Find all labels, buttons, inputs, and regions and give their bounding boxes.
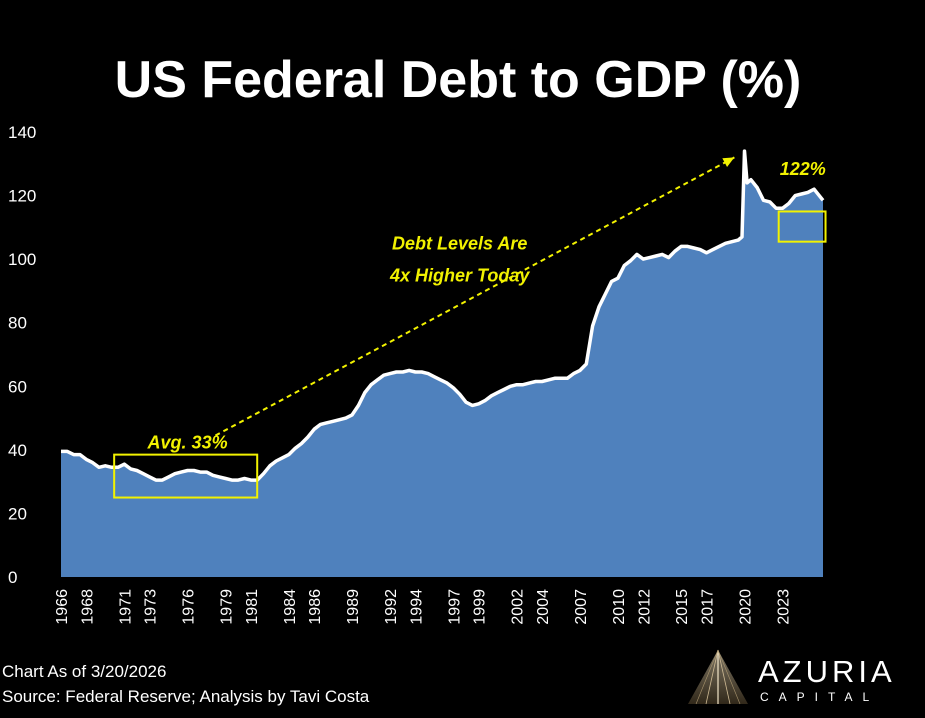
current-highlight-box bbox=[777, 210, 827, 243]
x-tick-label: 1971 bbox=[117, 589, 134, 625]
x-tick-label: 1966 bbox=[54, 589, 71, 625]
x-tick-label: 2015 bbox=[674, 589, 691, 625]
x-tick-label: 1994 bbox=[408, 589, 425, 625]
x-tick-label: 1981 bbox=[244, 589, 261, 625]
y-tick-label: 80 bbox=[8, 314, 27, 333]
y-tick-label: 100 bbox=[8, 250, 36, 269]
debt-line bbox=[61, 149, 825, 482]
logo-name: AZURIA bbox=[758, 654, 896, 689]
debt-area-fill bbox=[61, 151, 823, 577]
x-tick-label: 1976 bbox=[181, 589, 198, 625]
avg-highlight-box bbox=[113, 453, 259, 499]
x-tick-label: 2007 bbox=[573, 589, 590, 625]
avg-label: Avg. 33% bbox=[147, 432, 228, 452]
logo-subtitle: CAPITAL bbox=[760, 690, 880, 704]
x-tick-label: 1999 bbox=[472, 589, 489, 625]
x-tick-label: 1984 bbox=[282, 589, 299, 625]
source-note: Source: Federal Reserve; Analysis by Tav… bbox=[2, 687, 370, 706]
x-tick-label: 2020 bbox=[738, 589, 755, 625]
x-tick-label: 1979 bbox=[219, 589, 236, 625]
x-tick-label: 2002 bbox=[510, 589, 527, 625]
x-tick-label: 2010 bbox=[611, 589, 628, 625]
x-tick-label: 2012 bbox=[636, 589, 653, 625]
y-tick-label: 60 bbox=[8, 377, 27, 396]
x-tick-label: 1986 bbox=[307, 589, 324, 625]
x-axis: 1966 1968 1971 1973 1976 1979 1981 1984 1986 1989… bbox=[54, 589, 792, 625]
y-tick-label: 140 bbox=[8, 123, 36, 142]
y-tick-label: 120 bbox=[8, 187, 36, 206]
y-tick-label: 20 bbox=[8, 504, 27, 523]
growth-arrow-line bbox=[214, 156, 735, 437]
logo-mountain-icon bbox=[688, 649, 748, 705]
y-axis: 0 20 40 60 80 100 120 140 bbox=[8, 123, 36, 587]
plot-area bbox=[61, 149, 825, 577]
current-value-label: 122% bbox=[780, 159, 826, 179]
arrow-label-line1: Debt Levels Are bbox=[392, 234, 527, 254]
chart-as-of-note: Chart As of 3/20/2026 bbox=[2, 662, 167, 681]
growth-arrow-head bbox=[722, 157, 735, 168]
x-tick-label: 1968 bbox=[79, 589, 96, 625]
annotations: Avg. 33% Debt Levels Are 4x Higher Today 12… bbox=[113, 156, 827, 499]
x-tick-label: 1992 bbox=[383, 589, 400, 625]
x-tick-label: 2004 bbox=[535, 589, 552, 625]
x-tick-label: 1973 bbox=[143, 589, 160, 625]
chart-title: US Federal Debt to GDP (%) bbox=[115, 51, 802, 109]
x-tick-label: 1989 bbox=[345, 589, 362, 625]
x-tick-label: 1997 bbox=[446, 589, 463, 625]
x-tick-label: 2023 bbox=[775, 589, 792, 625]
azuria-capital-logo: AZURIA CAPITAL bbox=[686, 648, 916, 712]
y-tick-label: 0 bbox=[8, 568, 17, 587]
arrow-label-line2: 4x Higher Today bbox=[389, 265, 530, 285]
y-tick-label: 40 bbox=[8, 441, 27, 460]
x-tick-label: 2017 bbox=[700, 589, 717, 625]
